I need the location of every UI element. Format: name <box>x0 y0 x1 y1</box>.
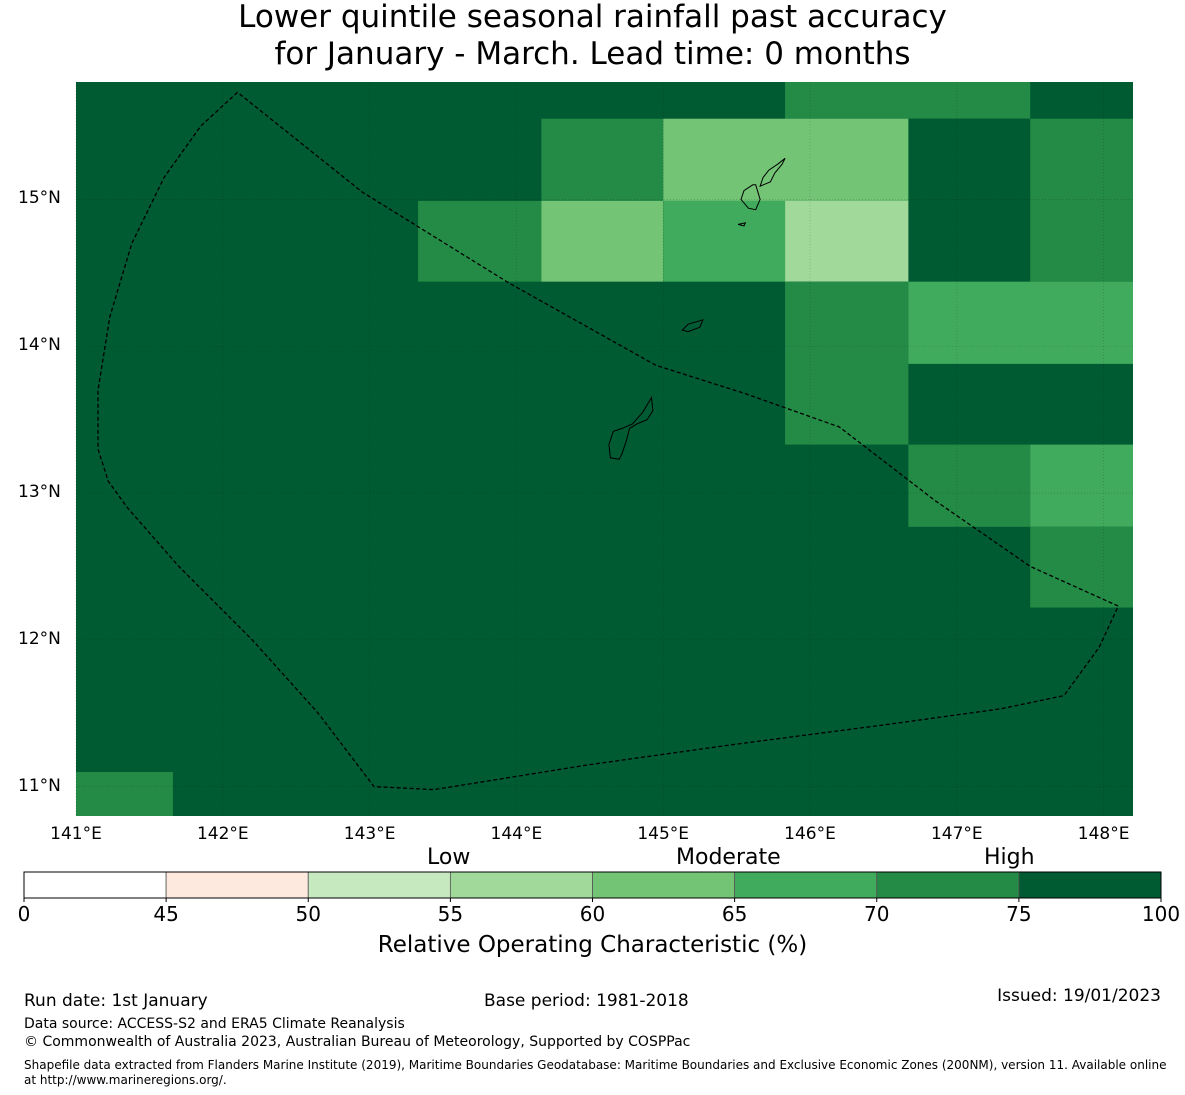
band-low-label: Low <box>427 845 471 870</box>
lon-tick-label: 142°E <box>196 824 249 844</box>
map-cell <box>785 281 909 445</box>
band-high-label: High <box>984 845 1035 870</box>
colorbar-tick-label: 50 <box>295 902 321 926</box>
lat-tick-label: 14°N <box>18 335 61 356</box>
colorbar-tick-label: 55 <box>437 902 464 926</box>
map-cell <box>663 200 786 282</box>
map-cell <box>541 118 664 201</box>
map-cell <box>785 200 909 282</box>
map-cell <box>908 118 1031 282</box>
lat-tick-label: 11°N <box>18 775 61 796</box>
map-cell <box>1030 444 1133 527</box>
chart-title-line1: Lower quintile seasonal rainfall past ac… <box>238 0 947 35</box>
colorbar-tick-label: 45 <box>153 902 179 926</box>
map-cell <box>908 281 1133 364</box>
run-date: Run date: 1st January <box>24 991 208 1011</box>
lon-tick-label: 143°E <box>343 824 396 844</box>
lat-tick-label: 12°N <box>18 628 61 649</box>
colorbar-segment <box>592 871 736 899</box>
data-source: Data source: ACCESS-S2 and ERA5 Climate … <box>24 1016 405 1032</box>
colorbar-segment <box>1018 871 1162 899</box>
colorbar-segment <box>165 871 309 899</box>
colorbar-title: Relative Operating Characteristic (%) <box>377 932 808 958</box>
lon-tick-label: 147°E <box>930 824 983 844</box>
colorbar-tick-label: 100 <box>1141 902 1181 926</box>
lon-tick-label: 145°E <box>637 824 690 844</box>
colorbar-segment <box>876 871 1020 899</box>
colorbar-tick-label: 75 <box>1006 902 1032 926</box>
map-cell <box>785 82 1031 119</box>
chart-title-line2: for January - March. Lead time: 0 months <box>274 36 911 72</box>
map-cell <box>541 200 664 282</box>
map-cell <box>418 200 542 282</box>
issued-date: Issued: 19/01/2023 <box>997 986 1161 1006</box>
island-outline <box>740 184 761 211</box>
map-cell <box>1030 526 1133 608</box>
map-cell <box>663 118 909 201</box>
shapefile-credit: Shapefile data extracted from Flanders M… <box>24 1058 1167 1087</box>
colorbar-tick-label: 65 <box>721 902 748 926</box>
base-period: Base period: 1981-2018 <box>484 991 689 1011</box>
lon-tick-label: 146°E <box>784 824 836 844</box>
copyright: © Commonwealth of Australia 2023, Austra… <box>24 1034 691 1050</box>
lat-tick-label: 15°N <box>18 188 61 209</box>
lon-tick-label: 141°E <box>50 824 102 844</box>
colorbar-segment <box>449 871 593 899</box>
map-cell <box>1030 118 1133 282</box>
lon-tick-label: 144°E <box>490 824 543 844</box>
map-cell <box>908 444 1031 527</box>
island-outline <box>608 396 654 460</box>
colorbar-segment <box>734 871 878 899</box>
island-outline <box>737 222 747 227</box>
colorbar-tick-label: 60 <box>579 902 606 926</box>
island-outline <box>759 157 786 188</box>
lon-tick-label: 148°E <box>1077 824 1130 844</box>
colorbar-segment <box>307 871 451 899</box>
band-moderate-label: Moderate <box>676 845 781 870</box>
map-cell <box>76 771 173 816</box>
colorbar-tick-label: 70 <box>864 902 890 926</box>
eez-boundary <box>97 91 1120 791</box>
island-outline <box>681 319 704 333</box>
colorbar-segment <box>23 871 167 899</box>
lat-tick-label: 13°N <box>18 482 61 503</box>
colorbar-tick-label: 0 <box>17 902 31 926</box>
